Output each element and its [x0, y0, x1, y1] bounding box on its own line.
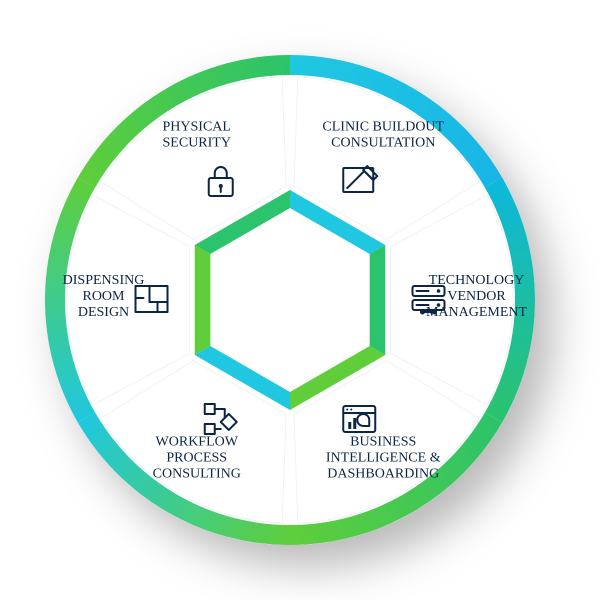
inner-hex-side-tech-vendor — [370, 245, 386, 355]
label-dispensing-line-2: DESIGN — [78, 305, 129, 320]
label-workflow-line-0: WORKFLOW — [156, 435, 239, 450]
label-physical-security: PHYSICALSECURITY — [163, 119, 231, 150]
label-tech-vendor-line-2: MANAGEMENT — [426, 305, 528, 320]
label-bi-dash-line-0: BUSINESS — [350, 435, 416, 450]
label-bi-dash-line-1: INTELLIGENCE & — [326, 451, 441, 466]
inner-hex-side-dispensing — [195, 245, 211, 355]
label-clinic-buildout-line-1: CONSULTATION — [331, 135, 435, 150]
label-tech-vendor-line-0: TECHNOLOGY — [429, 273, 525, 288]
label-dispensing-line-0: DISPENSING — [63, 273, 145, 288]
label-bi-dash-line-2: DASHBOARDING — [327, 467, 439, 482]
label-workflow-line-1: PROCESS — [166, 451, 227, 466]
label-clinic-buildout: CLINIC BUILDOUTCONSULTATION — [322, 119, 444, 150]
label-tech-vendor-line-1: VENDOR — [447, 289, 506, 304]
label-clinic-buildout-line-0: CLINIC BUILDOUT — [322, 119, 444, 134]
label-physical-security-line-0: PHYSICAL — [163, 119, 231, 134]
label-physical-security-line-1: SECURITY — [163, 135, 231, 150]
service-wheel-diagram: CLINIC BUILDOUTCONSULTATION TECHNOLOGYVEN… — [0, 0, 600, 600]
label-workflow-line-2: CONSULTING — [153, 467, 241, 482]
label-dispensing-line-1: ROOM — [82, 289, 125, 304]
